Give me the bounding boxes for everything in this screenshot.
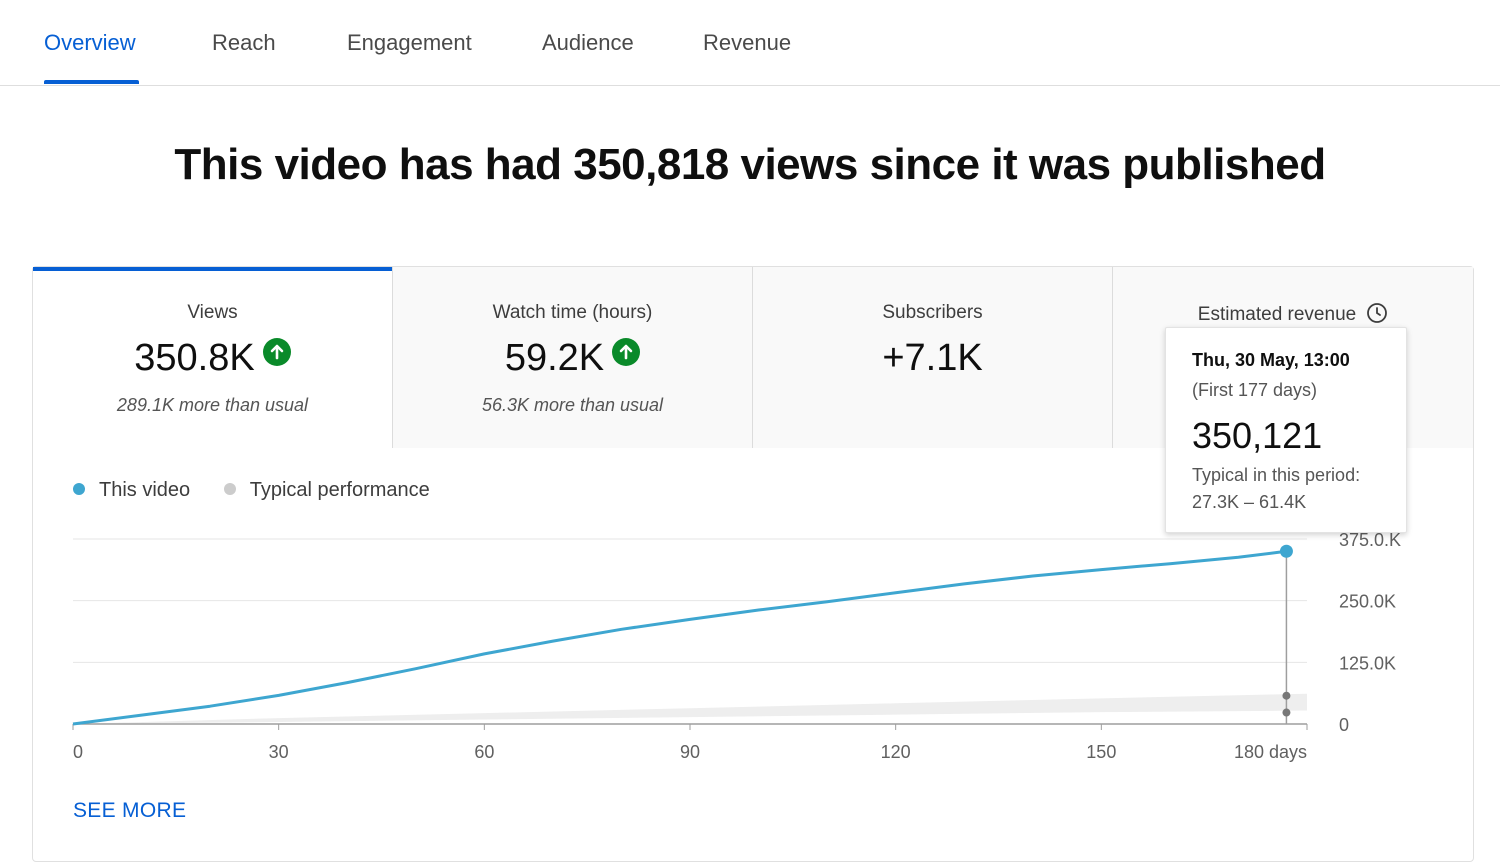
x-tick-label: 60 bbox=[474, 742, 494, 762]
y-tick-label: 0 bbox=[1339, 715, 1349, 735]
tooltip-period: (First 177 days) bbox=[1192, 380, 1318, 400]
tooltip-value: 350,121 bbox=[1192, 415, 1323, 456]
chart-tooltip: Thu, 30 May, 13:00 (First 177 days) 350,… bbox=[1165, 327, 1407, 533]
x-tick-label: 180 days bbox=[1234, 742, 1307, 762]
metric-views[interactable]: Views 350.8K 289.1K more than usual bbox=[33, 267, 393, 448]
x-tick-label: 30 bbox=[269, 742, 289, 762]
legend-dot bbox=[223, 483, 236, 495]
series-line-this-video bbox=[72, 549, 1287, 726]
metric-comparison: 289.1K more than usual bbox=[116, 395, 309, 415]
metric-value-text: 59.2K bbox=[504, 337, 605, 379]
legend-item-typical-performance[interactable]: Typical performance bbox=[223, 479, 430, 502]
tab-revenue[interactable]: Revenue bbox=[703, 30, 792, 55]
tab-audience[interactable]: Audience bbox=[542, 30, 634, 55]
metric-label: Estimated revenue bbox=[1113, 302, 1473, 326]
metric-value: +7.1K bbox=[882, 337, 983, 379]
see-more-link[interactable]: SEE MORE bbox=[73, 799, 187, 822]
clock-icon bbox=[1367, 303, 1388, 323]
tab-reach[interactable]: Reach bbox=[212, 30, 276, 55]
page-headline: This video has had 350,818 views since i… bbox=[174, 140, 1326, 189]
x-tick-label: 120 bbox=[881, 742, 911, 762]
series-point-this-video bbox=[1279, 544, 1293, 558]
y-tick-label: 375.0.K bbox=[1339, 530, 1401, 550]
metric-value: 59.2K bbox=[393, 337, 752, 380]
analytics-tabs: Overview Reach Engagement Audience Reven… bbox=[0, 0, 1500, 86]
metric-watch-time[interactable]: Watch time (hours) 59.2K 56.3K more than… bbox=[393, 267, 753, 448]
metric-value: 350.8K bbox=[33, 337, 392, 380]
views-chart[interactable]: 0 30 60 90 120 150 180 days 0 125.0K 250.0K 375.0.… bbox=[33, 267, 1473, 861]
tab-engagement[interactable]: Engagement bbox=[347, 30, 472, 55]
tooltip-date: Thu, 30 May, 13:00 bbox=[1192, 350, 1350, 370]
metric-label: Subscribers bbox=[882, 302, 983, 323]
legend-dot bbox=[73, 483, 85, 495]
overview-card: Views 350.8K 289.1K more than usual Watc… bbox=[32, 266, 1474, 862]
x-tick-label: 0 bbox=[73, 742, 83, 762]
metric-value-text: 350.8K bbox=[134, 337, 255, 379]
y-tick-label: 125.0K bbox=[1339, 653, 1396, 673]
metric-label: Views bbox=[187, 302, 238, 323]
tab-overview[interactable]: Overview bbox=[44, 30, 136, 55]
metric-label-text: Estimated revenue bbox=[1197, 304, 1357, 325]
y-tick-label: 250.0K bbox=[1339, 592, 1396, 612]
metric-comparison: 56.3K more than usual bbox=[481, 395, 664, 415]
tooltip-typical-label: Typical in this period: bbox=[1192, 465, 1361, 485]
typical-high-marker bbox=[1282, 691, 1291, 700]
active-tab-indicator bbox=[44, 80, 139, 84]
metric-label: Watch time (hours) bbox=[492, 302, 653, 323]
legend-label: Typical performance bbox=[249, 479, 430, 501]
chart-legend: This video Typical performance bbox=[73, 479, 458, 502]
legend-label: This video bbox=[99, 479, 191, 501]
trend-up-icon bbox=[262, 338, 291, 366]
typical-performance-band bbox=[73, 693, 1307, 724]
metric-subscribers[interactable]: Subscribers +7.1K bbox=[753, 267, 1113, 448]
x-tick-label: 90 bbox=[680, 742, 700, 762]
typical-low-marker bbox=[1282, 708, 1291, 717]
tooltip-typical-range: 27.3K – 61.4K bbox=[1192, 492, 1307, 512]
x-tick-label: 150 bbox=[1086, 742, 1116, 762]
active-metric-indicator bbox=[33, 267, 392, 271]
trend-up-icon bbox=[612, 338, 641, 366]
legend-item-this-video[interactable]: This video bbox=[73, 479, 190, 502]
